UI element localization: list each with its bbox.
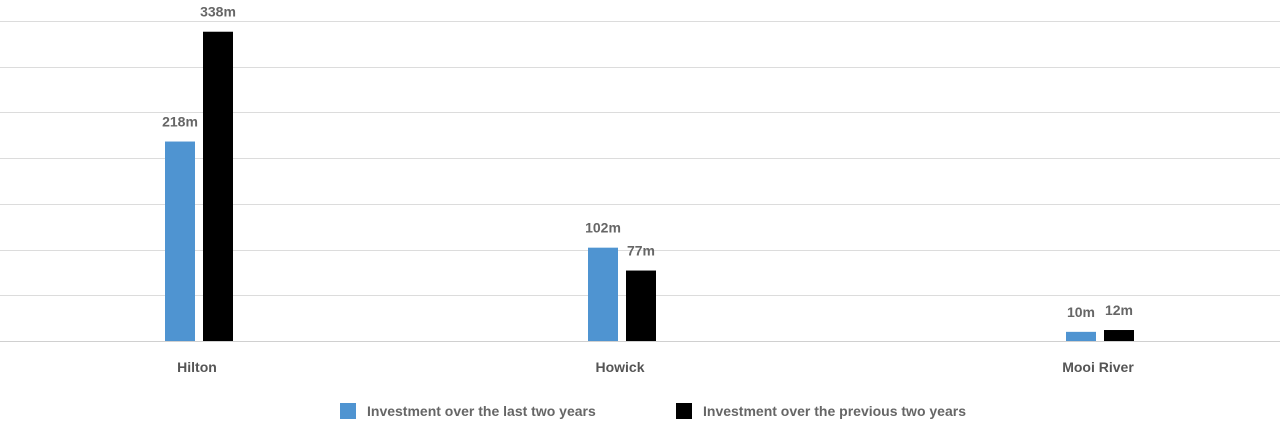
legend-item-last-two-years: Investment over the last two years bbox=[340, 403, 596, 419]
bar-howick-series-2 bbox=[626, 270, 656, 341]
bar-hilton-series-1 bbox=[165, 141, 195, 341]
bar-label-hilton-series-2: 338m bbox=[200, 4, 236, 20]
bars bbox=[165, 31, 1134, 341]
legend-swatch-previous-two-years bbox=[676, 403, 692, 419]
bar-chart: 218m 338m 102m 77m 10m 12m Hilton Howick Mooi R… bbox=[0, 4, 1280, 375]
bar-mooi-river-series-1 bbox=[1066, 331, 1096, 341]
legend-label-previous-two-years: Investment over the previous two years bbox=[703, 403, 966, 419]
bar-labels: 218m 338m 102m 77m 10m 12m bbox=[162, 4, 1133, 320]
category-labels: Hilton Howick Mooi River bbox=[177, 359, 1134, 375]
bar-label-howick-series-2: 77m bbox=[627, 243, 655, 259]
category-label-howick: Howick bbox=[595, 359, 644, 375]
legend: Investment over the last two years Inves… bbox=[0, 398, 1280, 424]
legend-label-last-two-years: Investment over the last two years bbox=[367, 403, 596, 419]
bar-label-mooi-river-series-2: 12m bbox=[1105, 302, 1133, 318]
bar-label-howick-series-1: 102m bbox=[585, 220, 621, 236]
category-label-hilton: Hilton bbox=[177, 359, 217, 375]
bar-hilton-series-2 bbox=[203, 31, 233, 341]
bar-mooi-river-series-2 bbox=[1104, 330, 1134, 341]
bar-label-hilton-series-1: 218m bbox=[162, 114, 198, 130]
bar-label-mooi-river-series-1: 10m bbox=[1067, 304, 1095, 320]
category-label-mooi-river: Mooi River bbox=[1062, 359, 1134, 375]
bar-howick-series-1 bbox=[588, 247, 618, 341]
legend-item-previous-two-years: Investment over the previous two years bbox=[676, 403, 966, 419]
legend-swatch-last-two-years bbox=[340, 403, 356, 419]
